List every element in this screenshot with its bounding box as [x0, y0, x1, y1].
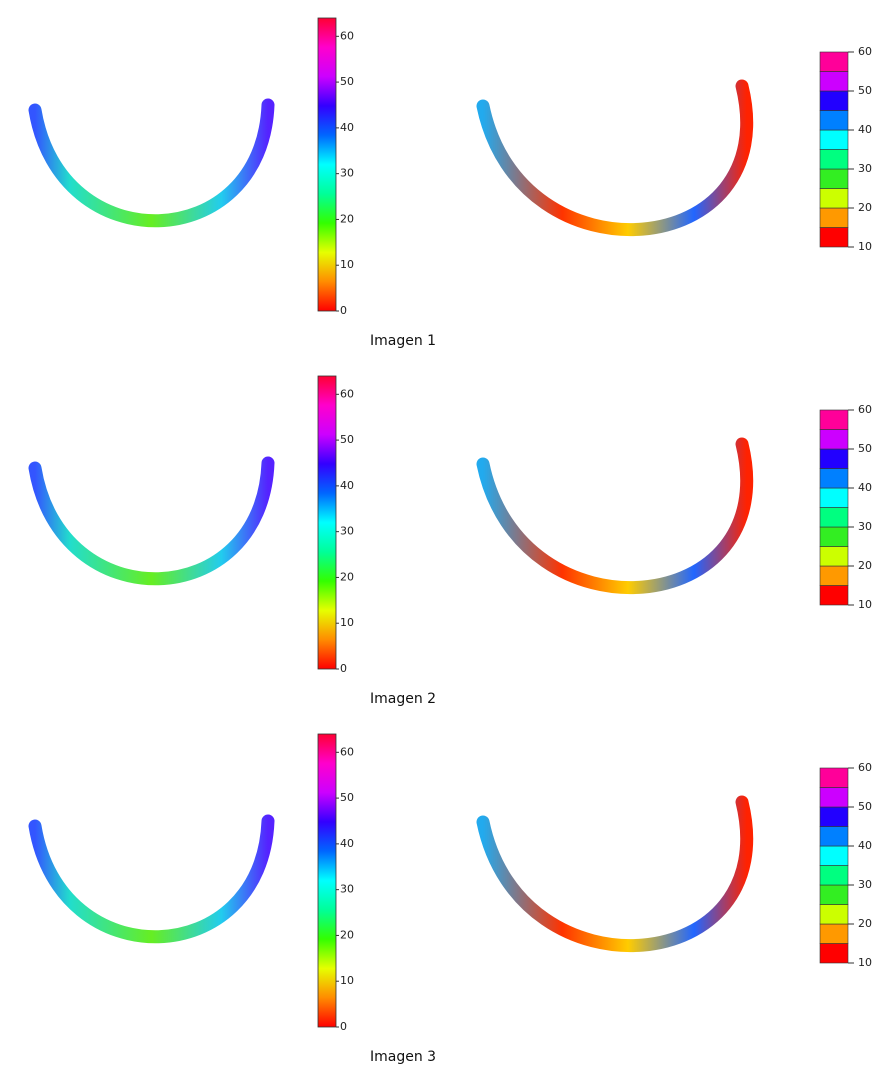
tick-label: 40: [858, 481, 872, 494]
colorbar-bin: [819, 546, 849, 567]
tick-label: 60: [340, 745, 354, 758]
tick-label: 10: [858, 956, 872, 969]
colorbar-bin: [819, 507, 849, 528]
colorbar-bin: [819, 487, 849, 508]
tick-label: 50: [340, 791, 354, 804]
tick-label: 10: [340, 258, 354, 271]
colorbar-bin: [819, 90, 849, 111]
tick-label: 50: [340, 75, 354, 88]
colorbar-bin: [819, 51, 849, 72]
caption: Imagen 1: [370, 333, 436, 349]
colorbar-bin: [819, 168, 849, 189]
colorbar-bin: [819, 429, 849, 450]
tick-label: 50: [858, 800, 872, 813]
colorbar-bin: [819, 585, 849, 606]
heatmap-right: [476, 795, 754, 953]
tick-label: 40: [340, 121, 354, 134]
colorbar-bin: [819, 71, 849, 92]
tick-label: 30: [340, 167, 354, 180]
tick-label: 0: [340, 304, 347, 317]
colorbar-bin: [819, 787, 849, 808]
tick-label: 60: [858, 403, 872, 416]
tick-label: 40: [340, 479, 354, 492]
tick-label: 20: [858, 201, 872, 214]
tick-label: 50: [340, 433, 354, 446]
colorbar-bin: [819, 207, 849, 228]
colorbar-bin: [819, 526, 849, 547]
tick-label: 60: [858, 761, 872, 774]
tick-label: 30: [340, 525, 354, 538]
tick-label: 0: [340, 662, 347, 675]
colorbar-bin: [819, 149, 849, 170]
tick-label: 60: [340, 387, 354, 400]
tick-label: 60: [340, 29, 354, 42]
colorbar-left: [317, 17, 337, 312]
heatmap-right: [476, 79, 754, 237]
tick-label: 50: [858, 442, 872, 455]
colorbar-bin: [819, 188, 849, 209]
colorbar-bin: [819, 110, 849, 131]
tick-label: 50: [858, 84, 872, 97]
caption: Imagen 2: [370, 691, 436, 707]
tick-label: 60: [858, 45, 872, 58]
tick-label: 0: [340, 1020, 347, 1033]
tick-label: 40: [340, 837, 354, 850]
colorbar-bin: [819, 865, 849, 886]
colorbar-left: [317, 733, 337, 1028]
colorbar-bin: [819, 845, 849, 866]
colorbar-bin: [819, 904, 849, 925]
colorbar-bin: [819, 767, 849, 788]
tick-label: 30: [858, 878, 872, 891]
heatmap-right: [476, 437, 754, 595]
colorbar-bin: [819, 923, 849, 944]
tick-label: 10: [858, 240, 872, 253]
tick-label: 30: [340, 883, 354, 896]
tick-label: 10: [340, 974, 354, 987]
tick-label: 20: [858, 917, 872, 930]
colorbar-bin: [819, 826, 849, 847]
colorbar-bin: [819, 565, 849, 586]
colorbar-bin: [819, 448, 849, 469]
colorbar-bin: [819, 227, 849, 248]
tick-label: 10: [858, 598, 872, 611]
heatmap-left: [28, 98, 275, 228]
colorbar-bin: [819, 943, 849, 964]
tick-label: 20: [340, 212, 354, 225]
tick-label: 20: [340, 570, 354, 583]
colorbar-bin: [819, 409, 849, 430]
heatmap-left: [28, 814, 275, 944]
colorbar-bin: [819, 884, 849, 905]
colorbar-bin: [819, 806, 849, 827]
tick-label: 40: [858, 839, 872, 852]
tick-label: 40: [858, 123, 872, 136]
tick-label: 20: [858, 559, 872, 572]
tick-label: 30: [858, 520, 872, 533]
heatmap-left: [28, 456, 275, 586]
colorbar-left: [317, 375, 337, 670]
tick-label: 10: [340, 616, 354, 629]
colorbar-bin: [819, 468, 849, 489]
caption: Imagen 3: [370, 1049, 436, 1065]
tick-label: 20: [340, 928, 354, 941]
tick-label: 30: [858, 162, 872, 175]
colorbar-bin: [819, 129, 849, 150]
